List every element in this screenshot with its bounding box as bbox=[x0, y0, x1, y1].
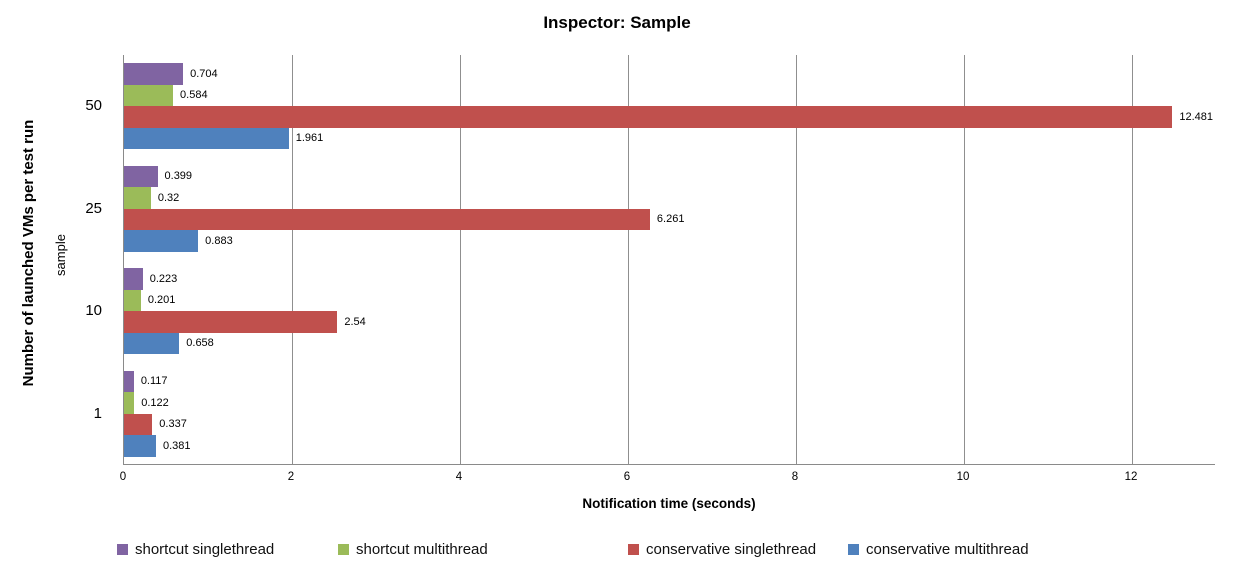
legend-item: conservative multithread bbox=[848, 538, 1029, 560]
gridline bbox=[1131, 55, 1133, 464]
gridline bbox=[963, 55, 965, 464]
gridline bbox=[459, 55, 461, 464]
bar bbox=[124, 370, 134, 392]
x-tick-label: 4 bbox=[455, 471, 463, 483]
x-tick-label: 6 bbox=[623, 471, 631, 483]
legend-item-label: conservative multithread bbox=[866, 540, 1029, 558]
bar-value-label: 0.223 bbox=[149, 272, 178, 285]
legend-swatch bbox=[338, 543, 349, 555]
bar bbox=[124, 106, 1173, 128]
bar bbox=[124, 332, 180, 354]
plot-area: 0.704 0.399 0.223 0.117 0.584 0.32 0.201 0.122 1… bbox=[123, 55, 1215, 465]
bar-value-label: 0.117 bbox=[140, 375, 168, 388]
legend-item-label: shortcut singlethread bbox=[135, 540, 275, 558]
y-axis-subtitle: sample bbox=[53, 234, 68, 276]
bar-value-label: 0.381 bbox=[163, 439, 191, 452]
bar-value-label: 0.399 bbox=[164, 170, 193, 183]
bar bbox=[124, 413, 153, 435]
bar bbox=[124, 187, 151, 209]
bar bbox=[124, 289, 141, 311]
bar-value-label: 1.961 bbox=[295, 132, 324, 145]
bar bbox=[124, 208, 650, 230]
y-tick-label: 25 bbox=[85, 199, 102, 217]
legend-swatch bbox=[628, 543, 639, 555]
legend-swatch bbox=[848, 543, 859, 555]
bar bbox=[124, 268, 143, 290]
bar-value-label: 12.481 bbox=[1179, 110, 1214, 123]
chart-title: Inspector: Sample bbox=[543, 13, 691, 32]
bar-value-label: 0.658 bbox=[186, 337, 214, 350]
y-axis-title: Number of launched VMs per test run bbox=[20, 119, 37, 387]
bar-value-label: 0.337 bbox=[159, 418, 187, 431]
bar bbox=[124, 435, 156, 457]
bar bbox=[124, 63, 184, 85]
bar-value-label: 0.584 bbox=[180, 89, 208, 102]
legend-swatch bbox=[117, 543, 128, 555]
bar-value-label: 0.32 bbox=[157, 191, 180, 204]
bar bbox=[124, 392, 135, 414]
bar bbox=[124, 84, 174, 106]
bar-value-label: 0.201 bbox=[147, 294, 176, 307]
bar bbox=[124, 311, 338, 333]
x-axis-title: Notification time (seconds) bbox=[582, 496, 756, 511]
legend-item: shortcut singlethread bbox=[117, 538, 274, 560]
legend-item-label: shortcut multithread bbox=[356, 540, 488, 558]
legend-item: shortcut multithread bbox=[338, 538, 488, 560]
bar bbox=[124, 165, 158, 187]
bar-value-label: 2.54 bbox=[344, 315, 366, 328]
y-tick-label: 50 bbox=[85, 97, 102, 115]
legend-item: conservative singlethread bbox=[628, 538, 816, 560]
gridline bbox=[291, 55, 293, 464]
x-tick-label: 2 bbox=[287, 471, 295, 483]
bar bbox=[124, 230, 199, 252]
gridline bbox=[627, 55, 629, 464]
y-tick-label: 10 bbox=[85, 302, 102, 320]
y-tick-label: 1 bbox=[93, 404, 102, 422]
bar-value-label: 0.122 bbox=[141, 396, 169, 409]
bar bbox=[124, 127, 289, 149]
gridline bbox=[795, 55, 797, 464]
bar-value-label: 6.261 bbox=[656, 213, 685, 226]
x-tick-label: 8 bbox=[791, 471, 799, 483]
x-tick-label: 12 bbox=[1124, 471, 1138, 483]
legend-item-label: conservative singlethread bbox=[646, 540, 817, 558]
x-tick-label: 0 bbox=[119, 471, 127, 483]
x-tick-label: 10 bbox=[956, 471, 970, 483]
bar-value-label: 0.883 bbox=[205, 234, 233, 247]
bar-value-label: 0.704 bbox=[190, 67, 218, 80]
